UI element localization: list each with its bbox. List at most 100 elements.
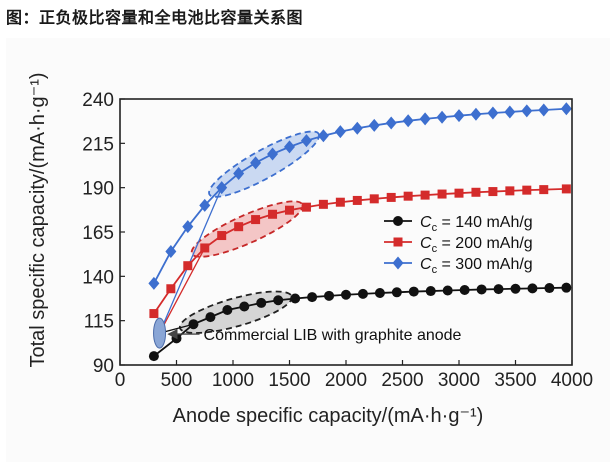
- y-tick-label: 115: [84, 312, 114, 333]
- data-point: [284, 140, 295, 154]
- y-axis-label: Total specific capacity/(mA·h·g⁻¹): [27, 72, 49, 367]
- y-tick-label: 165: [82, 223, 114, 244]
- data-point: [239, 301, 250, 312]
- series-group: [148, 282, 572, 362]
- y-tick-label: 215: [82, 134, 114, 155]
- line-chart: 0 500 1000 1500 2000 2500 3000 3500 4000 90 115 140…: [27, 72, 593, 427]
- data-point: [493, 284, 504, 295]
- data-point: [148, 276, 160, 290]
- graphite-marker: [153, 317, 167, 349]
- data-point: [285, 205, 294, 215]
- data-point: [216, 181, 228, 195]
- data-point: [250, 156, 262, 170]
- data-point: [436, 110, 448, 124]
- data-point: [487, 106, 499, 120]
- x-tick-label: 0: [115, 370, 126, 391]
- data-point: [527, 283, 538, 294]
- data-point: [403, 191, 413, 201]
- data-point: [335, 197, 345, 207]
- series-group: [148, 102, 572, 290]
- data-point: [453, 109, 465, 123]
- x-tick-label: 4000: [551, 370, 593, 391]
- data-point: [301, 202, 311, 212]
- x-axis-label: Anode specific capacity/(mA·h·g⁻¹): [173, 405, 484, 427]
- data-point: [374, 288, 385, 299]
- x-tick-label: 500: [161, 370, 193, 391]
- data-point: [391, 287, 402, 298]
- data-point: [273, 295, 284, 306]
- x-tick-label: 2000: [325, 370, 367, 391]
- data-point: [402, 114, 414, 128]
- data-point: [386, 192, 396, 202]
- y-tick-label: 240: [82, 90, 114, 111]
- data-point: [560, 102, 572, 116]
- data-point: [561, 282, 572, 293]
- data-point: [318, 199, 328, 209]
- data-point: [425, 286, 436, 297]
- highlight-ellipse: [208, 130, 321, 198]
- chart-panel: 0 500 1000 1500 2000 2500 3000 3500 4000 90 115 140…: [6, 38, 610, 462]
- data-point: [539, 185, 549, 195]
- data-point: [369, 194, 379, 204]
- highlight-ellipses: [178, 130, 321, 334]
- connector-line: [158, 187, 223, 334]
- data-point: [470, 107, 482, 121]
- data-point: [233, 166, 245, 180]
- data-point: [251, 215, 261, 225]
- data-point: [165, 245, 177, 259]
- y-tick-label: 90: [93, 356, 114, 377]
- data-point: [217, 231, 227, 241]
- data-point: [351, 121, 363, 135]
- y-tick-label: 140: [82, 267, 114, 288]
- data-point: [317, 129, 329, 143]
- legend-label: Cc = 200 mAh/g: [420, 235, 533, 255]
- figure-caption: 图：正负极比容量和全电池比容量关系图: [6, 8, 304, 27]
- connector-line: [158, 247, 206, 334]
- data-point: [341, 289, 351, 300]
- data-point: [234, 222, 244, 232]
- legend-marker: [393, 216, 403, 226]
- legend-label: Cc = 140 mAh/g: [420, 214, 533, 234]
- data-point: [544, 283, 555, 294]
- data-point: [267, 147, 279, 161]
- data-point: [307, 292, 318, 303]
- series-group: [149, 184, 571, 319]
- data-point: [420, 190, 430, 200]
- series-layer: [148, 102, 572, 362]
- data-point: [352, 195, 362, 205]
- data-point: [521, 104, 533, 118]
- data-point: [149, 309, 159, 319]
- data-point: [290, 293, 301, 304]
- data-point: [368, 118, 380, 132]
- data-point: [357, 288, 368, 299]
- data-point: [183, 261, 193, 271]
- legend-marker: [392, 256, 404, 270]
- data-point: [385, 116, 397, 130]
- data-point: [222, 305, 233, 316]
- annotation-label: Commercial LIB with graphite anode: [204, 327, 462, 344]
- data-point: [442, 285, 453, 296]
- legend: Cc = 140 mAh/gCc = 200 mAh/gCc = 300 mAh…: [384, 214, 533, 276]
- data-point: [166, 284, 176, 294]
- data-point: [454, 188, 464, 198]
- data-point: [437, 189, 447, 199]
- legend-marker: [393, 237, 403, 247]
- data-point: [171, 333, 182, 344]
- data-point: [419, 112, 431, 126]
- data-point: [324, 290, 335, 301]
- data-point: [476, 284, 487, 295]
- x-tick-label: 2500: [381, 370, 423, 391]
- x-tick-label: 3500: [494, 370, 536, 391]
- data-point: [459, 284, 470, 295]
- x-tick-label: 1000: [212, 370, 254, 391]
- data-point: [471, 187, 481, 197]
- data-point: [488, 187, 498, 197]
- data-point: [510, 283, 521, 294]
- data-point: [205, 312, 216, 323]
- data-point: [182, 220, 194, 234]
- x-tick-label: 3000: [438, 370, 480, 391]
- data-point: [538, 103, 550, 117]
- data-point: [300, 134, 312, 148]
- legend-label: Cc = 300 mAh/g: [420, 256, 533, 276]
- data-point: [334, 125, 346, 139]
